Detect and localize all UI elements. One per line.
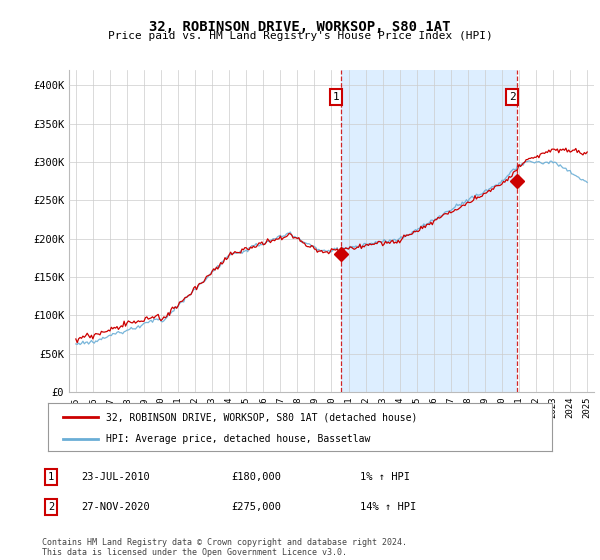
Text: 32, ROBINSON DRIVE, WORKSOP, S80 1AT (detached house): 32, ROBINSON DRIVE, WORKSOP, S80 1AT (de…	[106, 413, 418, 422]
Text: 2: 2	[48, 502, 54, 512]
Text: £275,000: £275,000	[231, 502, 281, 512]
Text: 23-JUL-2010: 23-JUL-2010	[81, 472, 150, 482]
Text: 14% ↑ HPI: 14% ↑ HPI	[360, 502, 416, 512]
Text: 27-NOV-2020: 27-NOV-2020	[81, 502, 150, 512]
Text: £180,000: £180,000	[231, 472, 281, 482]
Text: 1% ↑ HPI: 1% ↑ HPI	[360, 472, 410, 482]
Text: 1: 1	[48, 472, 54, 482]
Text: 2: 2	[509, 92, 515, 102]
Text: Contains HM Land Registry data © Crown copyright and database right 2024.
This d: Contains HM Land Registry data © Crown c…	[42, 538, 407, 557]
Text: 1: 1	[332, 92, 339, 102]
Text: HPI: Average price, detached house, Bassetlaw: HPI: Average price, detached house, Bass…	[106, 434, 370, 444]
Bar	[341, 70, 517, 392]
Text: Price paid vs. HM Land Registry's House Price Index (HPI): Price paid vs. HM Land Registry's House …	[107, 31, 493, 41]
Text: 32, ROBINSON DRIVE, WORKSOP, S80 1AT: 32, ROBINSON DRIVE, WORKSOP, S80 1AT	[149, 20, 451, 34]
